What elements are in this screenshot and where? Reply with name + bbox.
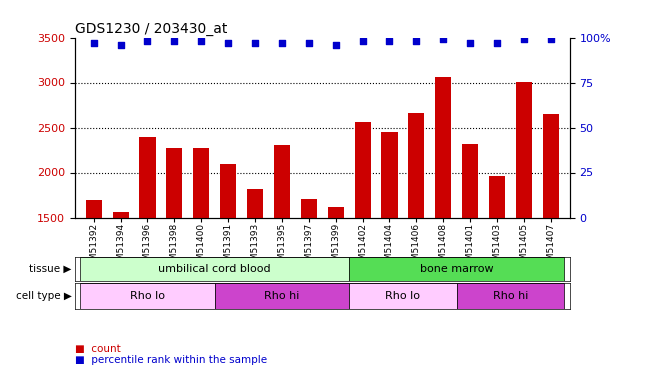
Bar [435,77,451,218]
Bar [355,122,370,218]
Text: Rho hi: Rho hi [264,291,299,301]
Point [169,38,180,44]
Bar [381,132,398,218]
Bar [327,207,344,218]
Point [438,36,449,42]
Bar [457,283,564,309]
Text: ■  percentile rank within the sample: ■ percentile rank within the sample [75,355,267,365]
Text: Rho hi: Rho hi [493,291,528,301]
Bar [113,212,129,217]
Bar [247,189,263,218]
Point [357,38,368,44]
Point [223,40,233,46]
Bar [193,148,210,217]
Bar [80,257,349,281]
Bar [139,136,156,218]
Point [250,40,260,46]
Point [115,42,126,48]
Bar [80,283,215,309]
Point [519,36,529,42]
Bar [543,114,559,218]
Bar [215,283,349,309]
Bar [301,199,317,217]
Text: Rho lo: Rho lo [385,291,421,301]
Bar [516,82,532,218]
Text: Rho lo: Rho lo [130,291,165,301]
Text: tissue ▶: tissue ▶ [29,264,72,274]
Bar [166,148,182,217]
Bar [274,145,290,218]
Point [331,42,341,48]
Text: cell type ▶: cell type ▶ [16,291,72,301]
Text: ■  count: ■ count [75,344,120,354]
Text: umbilical cord blood: umbilical cord blood [158,264,271,274]
Bar [349,283,457,309]
Point [303,40,314,46]
Text: GDS1230 / 203430_at: GDS1230 / 203430_at [75,22,227,36]
Point [89,40,99,46]
Point [465,40,475,46]
Bar [220,164,236,218]
Bar [349,257,564,281]
Bar [86,200,102,217]
Point [196,38,206,44]
Point [411,38,422,44]
Point [384,38,395,44]
Text: bone marrow: bone marrow [420,264,493,274]
Point [277,40,287,46]
Point [143,38,153,44]
Point [492,40,502,46]
Bar [462,144,478,218]
Point [546,36,556,42]
Bar [408,113,424,218]
Bar [489,176,505,218]
